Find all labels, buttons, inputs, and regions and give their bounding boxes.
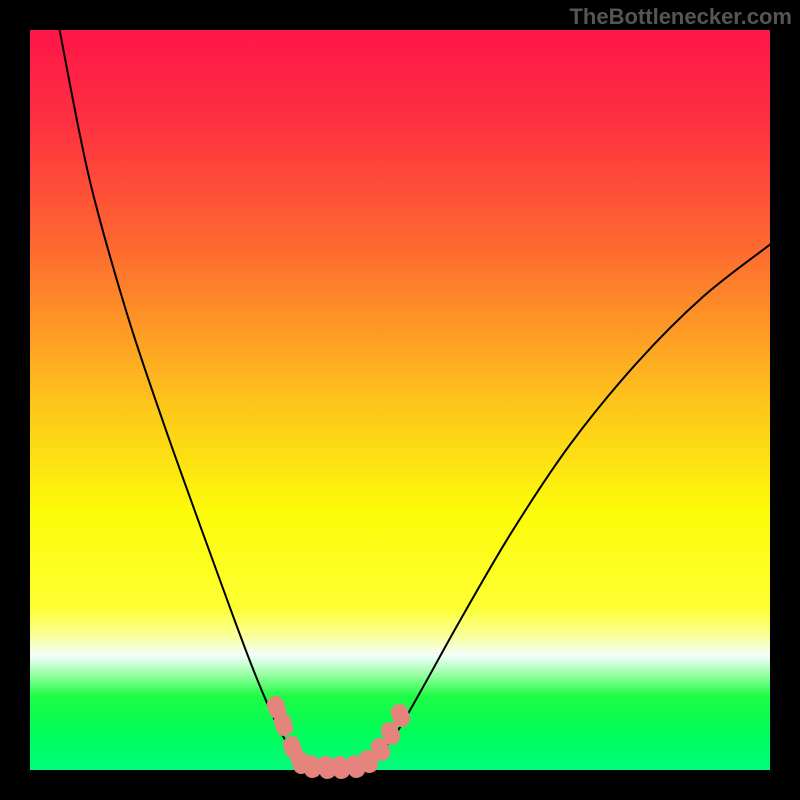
watermark-text: TheBottlenecker.com <box>569 4 792 30</box>
plot-area <box>30 30 770 770</box>
plot-svg <box>30 30 770 770</box>
plot-background <box>30 30 770 770</box>
chart-container: TheBottlenecker.com <box>0 0 800 800</box>
